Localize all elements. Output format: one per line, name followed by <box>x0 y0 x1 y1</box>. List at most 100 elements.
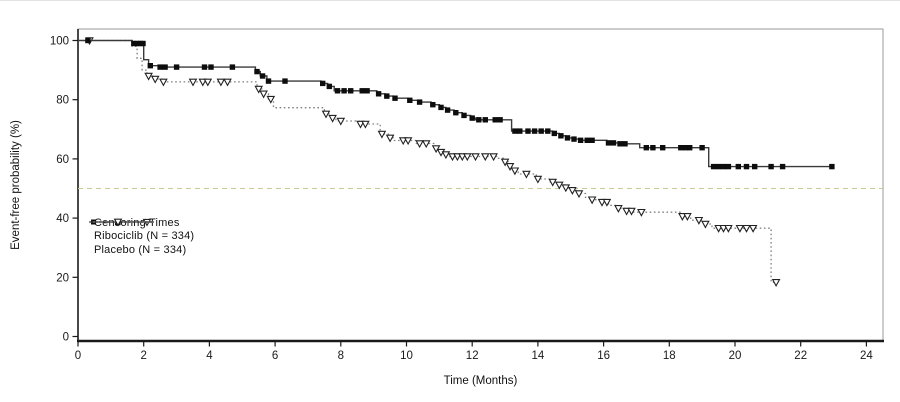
placebo-censor-mark <box>259 90 268 99</box>
placebo-censor-mark <box>457 153 467 162</box>
y-axis-tick-label: 40 <box>56 213 69 225</box>
ribociclib-censor-mark <box>725 163 732 170</box>
placebo-censor-mark <box>554 181 564 190</box>
ribociclib-censor-mark <box>85 37 91 44</box>
ribociclib-censor-mark <box>140 40 146 47</box>
placebo-censor-mark <box>622 207 631 216</box>
placebo-censor-mark <box>462 153 472 162</box>
ribociclib-censor-mark <box>208 64 214 70</box>
ribociclib-censor-mark <box>162 64 168 70</box>
placebo-censor-mark <box>694 216 704 225</box>
placebo-censor-mark <box>398 137 408 146</box>
ribociclib-censor-mark <box>131 40 137 47</box>
placebo-censor-mark <box>254 85 264 94</box>
placebo-censor-mark <box>701 220 710 229</box>
ribociclib-censor-mark <box>752 163 758 170</box>
placebo-censor-mark <box>150 75 160 84</box>
placebo-censor-mark <box>223 78 232 87</box>
x-axis-tick-label: 20 <box>729 350 742 362</box>
placebo-censor-mark <box>533 175 543 184</box>
placebo-censor-mark <box>597 198 607 207</box>
legend-ribociclib-label: Ribociclib (N = 334) <box>94 230 195 243</box>
placebo-censor-mark <box>144 72 153 81</box>
ribociclib-censor-mark <box>643 145 649 151</box>
placebo-censor-mark <box>548 178 558 187</box>
placebo-censor-mark <box>614 205 623 213</box>
ribociclib-censor-mark <box>525 128 531 134</box>
placebo-key <box>89 218 154 227</box>
placebo-censor-mark <box>453 153 462 162</box>
placebo-censor-mark <box>771 279 781 287</box>
placebo-censor-mark <box>500 158 510 167</box>
ribociclib-censor-mark <box>341 88 347 94</box>
ribociclib-censor-mark <box>157 64 163 70</box>
placebo-censor-mark <box>742 224 751 233</box>
x-axis-tick-label: 14 <box>532 350 545 362</box>
ribociclib-censor-mark <box>687 145 693 151</box>
ribociclib-censor-mark <box>438 104 444 111</box>
ribociclib-censor-mark <box>610 140 617 146</box>
y-axis-tick-label: 0 <box>63 332 69 344</box>
ribociclib-censor-mark <box>375 91 382 97</box>
placebo-censor-mark <box>735 224 745 233</box>
ribociclib-censor-mark <box>497 117 503 123</box>
placebo-censor-mark <box>602 198 612 207</box>
placebo-censor-mark <box>510 167 520 176</box>
ribociclib-censor-mark <box>320 80 326 87</box>
ribociclib-curve <box>78 39 834 168</box>
placebo-censor-mark <box>403 137 413 146</box>
ribociclib-censor-mark <box>359 88 365 94</box>
ribociclib-censor-mark <box>201 64 208 70</box>
placebo-censor-mark <box>505 163 515 171</box>
placebo-censor-mark <box>336 117 346 126</box>
ribociclib-censor-mark <box>617 141 623 147</box>
plot-box <box>77 28 884 342</box>
placebo-censor-mark <box>361 120 370 129</box>
placebo-censor-mark <box>587 196 597 205</box>
y-axis-tick-label: 100 <box>50 36 69 48</box>
placebo-censor-mark <box>377 130 387 139</box>
x-axis-tick-label: 4 <box>206 350 213 362</box>
placebo-censor-mark <box>216 78 226 87</box>
x-axis-tick-label: 0 <box>75 350 81 362</box>
placebo-key-marker <box>113 218 123 227</box>
x-axis-tick-label: 8 <box>338 350 344 362</box>
ribociclib-censor-mark <box>430 102 436 108</box>
ribociclib-censor-mark <box>384 93 390 99</box>
ribociclib-censor-mark <box>416 99 423 105</box>
placebo-censor-mark <box>415 140 424 149</box>
placebo-censor-mark <box>714 224 723 233</box>
placebo-censor-mark <box>489 153 498 162</box>
ribociclib-censor-mark <box>348 88 354 94</box>
ribociclib-censor-mark <box>476 117 482 123</box>
placebo-censor-mark <box>574 190 584 199</box>
placebo-censor-mark <box>719 224 728 233</box>
ribociclib-censor-mark <box>482 117 488 123</box>
ribociclib-censor-mark <box>453 110 459 116</box>
ribociclib-censor-mark <box>660 145 666 151</box>
ribociclib-censor-mark <box>531 128 538 134</box>
placebo-censor-mark <box>198 78 208 87</box>
ribociclib-censor-mark <box>134 40 140 47</box>
ribociclib-censor-mark <box>492 117 498 123</box>
ribociclib-censor-mark <box>829 163 835 170</box>
ribociclib-censor-mark <box>779 163 786 170</box>
placebo-censor-mark <box>321 110 331 119</box>
ribociclib-censor-mark <box>710 163 717 170</box>
ribociclib-censor-mark <box>558 133 564 139</box>
placebo-censor-mark <box>568 187 577 195</box>
ribociclib-censor-mark <box>147 63 153 69</box>
placebo-censor-mark <box>471 153 480 162</box>
ribociclib-censor-mark <box>589 137 595 143</box>
x-axis-tick-label: 16 <box>597 350 610 362</box>
ribociclib-censor-mark <box>650 145 656 151</box>
ribociclib-censor-mark <box>254 68 260 75</box>
placebo-censor-mark <box>203 78 213 87</box>
x-axis-title: Time (Months) <box>443 375 518 387</box>
legend-placebo-row: Placebo (N = 334) <box>88 218 194 257</box>
ribociclib-censor-mark <box>735 163 741 170</box>
placebo-censor-mark <box>266 95 276 104</box>
ribociclib-censor-mark <box>577 137 584 143</box>
placebo-censor-mark <box>480 153 490 162</box>
